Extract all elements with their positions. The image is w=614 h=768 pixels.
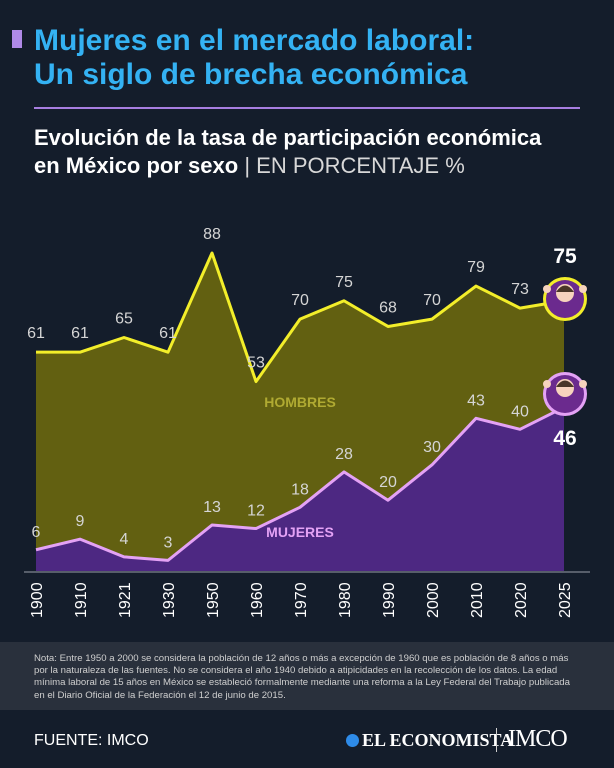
chart-subtitle: Evolución de la tasa de participación ec… (34, 124, 594, 180)
women-value-label: 20 (379, 474, 397, 491)
x-tick-label: 1970 (293, 582, 310, 618)
x-tick-label: 1990 (381, 582, 398, 618)
men-value-label: 88 (203, 226, 221, 243)
page-title: Mujeres en el mercado laboral: Un siglo … (34, 24, 594, 92)
el-economista-logo: EL ECONOMISTA (346, 730, 513, 751)
men-value-label: 61 (27, 325, 45, 342)
men-value-label: 70 (423, 292, 441, 309)
men-value-label: 73 (511, 281, 529, 298)
subtitle-line-1: Evolución de la tasa de participación ec… (34, 125, 542, 150)
men-value-label: 70 (291, 292, 309, 309)
men-latest-value: 75 (553, 245, 577, 268)
women-value-label: 40 (511, 403, 529, 420)
footer: FUENTE: IMCO EL ECONOMISTA IMCO (0, 710, 614, 768)
title-divider (34, 107, 580, 109)
shrugging-man-icon-hand-right (579, 285, 587, 293)
x-tick-label: 2020 (513, 582, 530, 618)
subtitle-text-2: en México por sexo (34, 153, 239, 178)
men-value-label: 65 (115, 310, 133, 327)
women-value-label: 6 (32, 524, 41, 541)
economista-dot-icon (346, 734, 359, 747)
men-value-label: 79 (467, 259, 485, 276)
subtitle-line-2: en México por sexo | EN PORCENTAJE % (34, 152, 594, 180)
women-value-label: 18 (291, 481, 309, 498)
women-value-label: 30 (423, 439, 441, 456)
x-tick-label: 2025 (557, 582, 574, 618)
shrugging-man-icon-hand-left (543, 285, 551, 293)
subtitle-separator: | (244, 153, 251, 178)
women-value-label: 4 (120, 531, 129, 548)
shrugging-woman-icon-hand-right (579, 380, 587, 388)
men-value-label: 61 (159, 325, 177, 342)
x-tick-label: 1980 (337, 582, 354, 618)
x-tick-label: 1921 (117, 582, 134, 618)
women-value-label: 9 (76, 513, 85, 530)
participation-area-chart: 61 6 61 9 65 4 61 3 88 13 53 12 70 18 75 28 68 20 70 30 79 43… (24, 226, 590, 618)
women-latest-value: 46 (553, 427, 576, 450)
logo-separator (496, 728, 497, 752)
x-tick-label: 1960 (249, 582, 266, 618)
footnote-text: Nota: Entre 1950 a 2000 se considera la … (34, 653, 570, 701)
title-line-1: Mujeres en el mercado laboral: (34, 24, 475, 57)
x-tick-label: 1950 (205, 582, 222, 618)
women-series-label: MUJERES (266, 524, 334, 540)
shrugging-woman-icon-hand-left (543, 380, 551, 388)
shrugging-woman-icon-hair (556, 380, 574, 387)
women-value-label: 13 (203, 499, 221, 516)
men-line (36, 251, 565, 384)
women-line (35, 405, 565, 562)
x-tick-label: 2010 (469, 582, 486, 618)
x-tick-label: 2000 (425, 582, 442, 618)
source-label: FUENTE: IMCO (34, 732, 149, 749)
men-value-label: 61 (71, 325, 89, 342)
shrugging-man-icon-hair (556, 285, 574, 292)
imco-logo: IMCO (508, 726, 568, 752)
subtitle-unit: EN PORCENTAJE % (256, 153, 465, 178)
women-value-label: 3 (164, 534, 173, 551)
el-economista-text: EL ECONOMISTA (362, 730, 514, 750)
women-value-label: 12 (247, 503, 265, 520)
men-series-label: HOMBRES (264, 394, 336, 410)
x-tick-label: 1930 (161, 582, 178, 618)
x-tick-label: 1900 (29, 582, 46, 618)
women-value-label: 28 (335, 446, 353, 463)
men-value-label: 75 (335, 274, 353, 291)
men-value-label: 53 (247, 355, 265, 372)
footnote-panel: Nota: Entre 1950 a 2000 se considera la … (0, 642, 614, 710)
title-accent-mark (12, 30, 22, 48)
men-value-label: 68 (379, 299, 397, 316)
women-area (36, 407, 564, 571)
x-tick-label: 1910 (73, 582, 90, 618)
women-value-label: 43 (467, 392, 485, 409)
title-line-2: Un siglo de brecha económica (34, 58, 468, 91)
